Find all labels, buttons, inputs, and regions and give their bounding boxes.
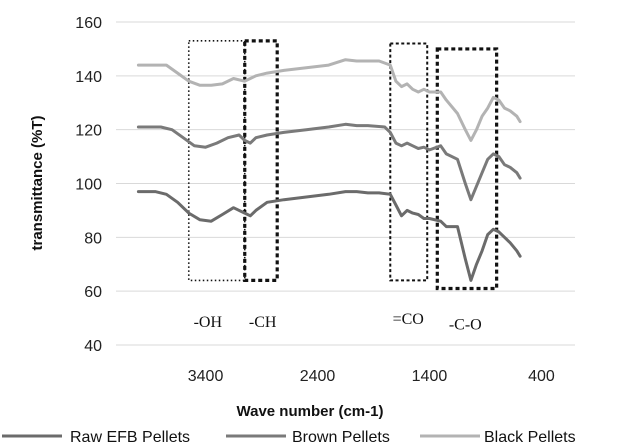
annotation-box [243,39,279,283]
annotation-box [389,42,429,282]
annotation-box [187,40,246,282]
x-tick-label: 400 [528,368,555,385]
y-tick-label: 140 [75,69,102,86]
annotation-label: =CO [393,311,424,328]
y-tick-label: 40 [84,338,102,355]
gridlines [116,21,575,346]
x-axis-title: Wave number (cm-1) [237,403,384,420]
legend-label: Black Pellets [484,429,576,445]
y-tick-label: 120 [75,123,102,140]
annotation-boxes [187,39,499,291]
series-line [136,122,522,202]
x-tick-label: 3400 [188,368,224,385]
x-tick-label: 2400 [300,368,336,385]
series-line [136,190,522,282]
y-tick-label: 100 [75,177,102,194]
annotation-box [435,47,499,291]
y-tick-label: 60 [84,284,102,301]
series-lines [136,58,522,282]
annotation-label: -CH [249,314,277,331]
annotation-label: -OH [194,314,223,331]
y-tick-labels: 40 60 80 100 120 140 160 [75,15,102,355]
series-line [136,58,522,142]
y-axis-title: transmittance (%T) [29,115,46,250]
annotation-labels: -OH -CH =CO -C-O [194,311,482,333]
legend-label: Raw EFB Pellets [70,429,190,445]
y-tick-label: 80 [84,230,102,247]
legend-label: Brown Pellets [292,429,390,445]
legend: Raw EFB Pellets Brown Pellets Black Pellet… [2,429,576,445]
y-tick-label: 160 [75,15,102,32]
x-tick-labels: 3400 2400 1400 400 [188,368,555,385]
annotation-label: -C-O [449,316,482,333]
x-tick-label: 1400 [412,368,448,385]
